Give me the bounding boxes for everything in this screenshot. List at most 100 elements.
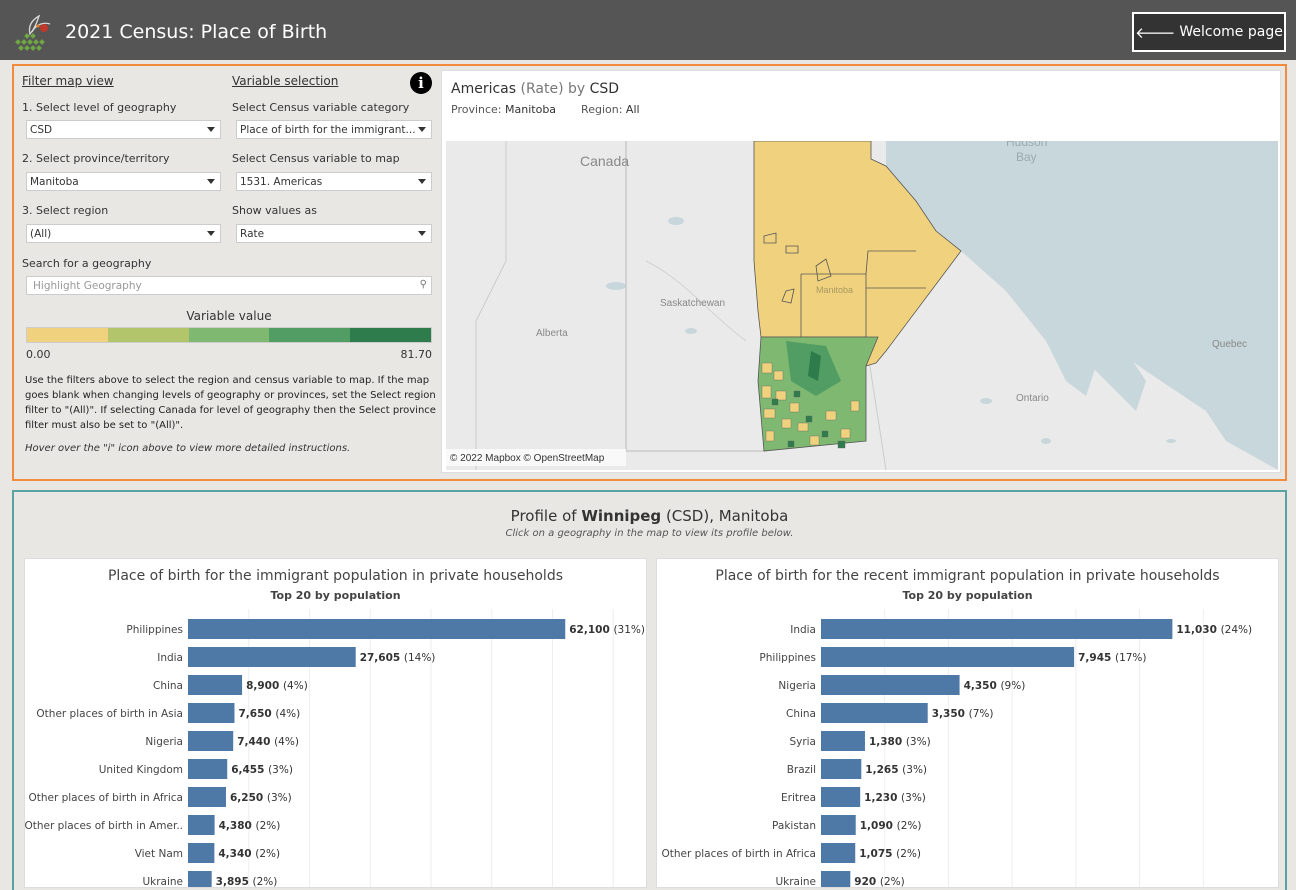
- division-border: [763, 232, 799, 254]
- bar-category-label: India: [790, 624, 816, 636]
- bar-category-label: Nigeria: [778, 680, 816, 692]
- census-logo-icon: [15, 14, 51, 51]
- bar-category-label: Viet Nam: [135, 848, 183, 860]
- instructions-text: Use the filters above to select the regi…: [25, 375, 436, 431]
- geo-level-label: 1. Select level of geography: [22, 101, 177, 114]
- bar-value-label: 6,455 (3%): [231, 764, 293, 776]
- province-value: Manitoba: [30, 176, 79, 188]
- chart-subtitle: Top 20 by population: [270, 589, 401, 602]
- info-icon[interactable]: i: [410, 72, 432, 94]
- map-subtitle: Province: Manitoba Region: All: [451, 103, 640, 116]
- geo-level-select[interactable]: CSD: [26, 120, 221, 139]
- bar-category-label: United Kingdom: [99, 764, 183, 776]
- bar[interactable]: [188, 787, 226, 807]
- region-select[interactable]: (All): [26, 224, 221, 243]
- map-title-measure: (Rate): [520, 81, 564, 97]
- show-as-label: Show values as: [232, 204, 317, 217]
- map-panel: Filter map view Variable selection i 1. …: [12, 64, 1287, 481]
- immigrant-bar-chart[interactable]: Philippines 62,100 (31%) India 27,605 (14%)…: [25, 609, 647, 888]
- chart-title: Place of birth for the recent immigrant …: [715, 568, 1220, 584]
- bar[interactable]: [821, 703, 928, 723]
- bar-category-label: Eritrea: [781, 792, 816, 804]
- province-select[interactable]: Manitoba: [26, 172, 221, 191]
- recent-immigrant-bar-chart[interactable]: India 11,030 (24%) Philippines 7,945 (17%) N…: [657, 609, 1279, 888]
- bar[interactable]: [188, 759, 228, 779]
- division-border: [800, 250, 926, 337]
- region-value: (All): [30, 228, 52, 240]
- bar[interactable]: [821, 843, 856, 863]
- james-bay-water: [1066, 341, 1146, 411]
- bar-value-label: 1,075 (2%): [859, 848, 921, 860]
- bar-category-label: India: [157, 652, 183, 664]
- bar-category-label: Other places of birth in Amer..: [25, 820, 183, 832]
- bar[interactable]: [188, 871, 212, 888]
- show-as-select[interactable]: Rate: [236, 224, 432, 243]
- division-border: [781, 258, 832, 304]
- bar[interactable]: [821, 675, 960, 695]
- geo-level-value: CSD: [30, 124, 53, 136]
- variable-selection-header: Variable selection: [232, 74, 339, 88]
- variable-select[interactable]: 1531. Americas: [236, 172, 432, 191]
- color-legend: [26, 327, 432, 343]
- place-label-quebec: Quebec: [1212, 339, 1247, 350]
- choropleth-map[interactable]: Canada Hudson Bay Saskatchewan Alberta M…: [446, 141, 1278, 470]
- search-label: Search for a geography: [22, 257, 152, 270]
- map-region-value: All: [625, 103, 640, 116]
- show-as-value: Rate: [240, 228, 265, 240]
- bar[interactable]: [821, 815, 856, 835]
- welcome-page-label: Welcome page: [1179, 24, 1283, 40]
- bar[interactable]: [188, 619, 566, 639]
- welcome-page-button[interactable]: 🡐 Welcome page: [1132, 12, 1286, 52]
- bar-value-label: 7,440 (4%): [237, 736, 299, 748]
- bar[interactable]: [821, 787, 861, 807]
- profile-panel: Profile of Winnipeg (CSD), Manitoba Clic…: [12, 490, 1287, 890]
- bar-category-label: Brazil: [787, 764, 816, 776]
- bar[interactable]: [821, 647, 1075, 667]
- place-label-saskatchewan: Saskatchewan: [660, 298, 725, 309]
- bar[interactable]: [821, 759, 862, 779]
- bar[interactable]: [188, 815, 215, 835]
- bar[interactable]: [188, 703, 235, 723]
- bar-value-label: 7,650 (4%): [238, 708, 300, 720]
- map-region-label: Region:: [581, 103, 623, 116]
- map-title: Americas (Rate) by CSD: [451, 81, 619, 97]
- chevron-down-icon: [418, 231, 426, 236]
- search-geography-input[interactable]: Highlight Geography ⚲: [26, 276, 432, 295]
- bar[interactable]: [188, 647, 356, 667]
- legend-swatch: [269, 328, 351, 342]
- map-title-level: CSD: [589, 81, 620, 97]
- bar[interactable]: [821, 619, 1173, 639]
- bar[interactable]: [188, 731, 234, 751]
- bar-category-label: Other places of birth in Africa: [661, 848, 816, 860]
- legend-swatch: [350, 328, 431, 342]
- lake: [668, 217, 684, 225]
- category-select[interactable]: Place of birth for the immigrant...: [236, 120, 432, 139]
- profile-geography-name: Winnipeg: [581, 507, 662, 525]
- hover-note: Hover over the "i" icon above to view mo…: [25, 443, 351, 454]
- bar-category-label: Ukraine: [775, 876, 816, 888]
- map-province-value: Manitoba: [505, 103, 557, 116]
- manitoba-lake-region: [808, 351, 821, 381]
- bar-category-label: Pakistan: [772, 820, 816, 832]
- bar-value-label: 8,900 (4%): [246, 680, 308, 692]
- bar[interactable]: [821, 731, 865, 751]
- profile-suffix: (CSD), Manitoba: [665, 507, 789, 525]
- bar[interactable]: [188, 843, 215, 863]
- bar-value-label: 920 (2%): [854, 876, 904, 888]
- bar[interactable]: [821, 871, 851, 888]
- legend-title: Variable value: [186, 309, 272, 323]
- bar[interactable]: [188, 675, 243, 695]
- bar-category-label: China: [153, 680, 183, 692]
- legend-swatch: [188, 328, 270, 342]
- bar-value-label: 4,340 (2%): [218, 848, 280, 860]
- bar-value-label: 1,090 (2%): [860, 820, 922, 832]
- bar-category-label: Nigeria: [145, 736, 183, 748]
- profile-title: Profile of Winnipeg (CSD), Manitoba: [14, 507, 1285, 525]
- chevron-down-icon: [207, 127, 215, 132]
- bar-value-label: 11,030 (24%): [1176, 624, 1252, 636]
- search-placeholder: Highlight Geography: [33, 280, 142, 292]
- bar-category-label: Ukraine: [142, 876, 183, 888]
- bar-value-label: 4,380 (2%): [219, 820, 281, 832]
- bar-value-label: 62,100 (31%): [569, 624, 645, 636]
- map-attribution: © 2022 Mapbox © OpenStreetMap: [450, 453, 605, 464]
